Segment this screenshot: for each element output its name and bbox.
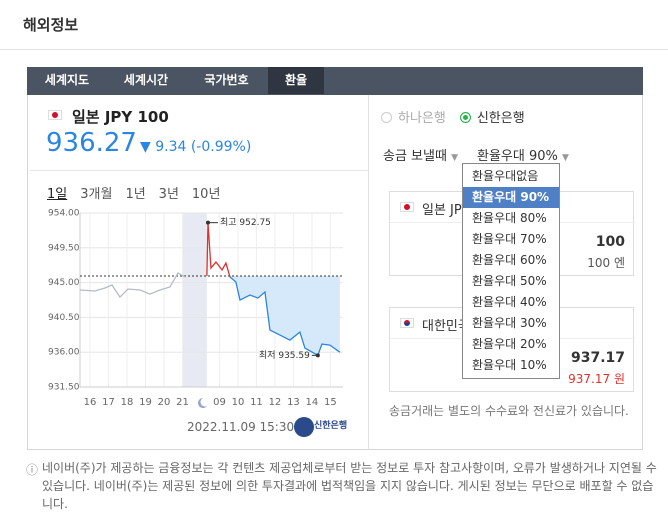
annotation: 최고 952.75 xyxy=(220,217,271,228)
change-value: 9.34 (-0.99%) xyxy=(155,139,252,155)
note: 송금거래는 별도의 수수료와 전신료가 있습니다. xyxy=(389,404,629,418)
from-amount[interactable]: 100 xyxy=(595,234,625,250)
dropdown-option[interactable]: 환율우대 60% xyxy=(472,253,547,267)
send-select[interactable]: 송금 보낼때 ▼ xyxy=(383,149,458,164)
flag-kr xyxy=(400,318,414,328)
line xyxy=(206,222,231,278)
x-tick-label: 09 xyxy=(213,397,226,408)
x-tick-label: 13 xyxy=(287,397,300,408)
info-icon: ⓘ xyxy=(26,463,39,477)
tab[interactable]: 환율 xyxy=(268,67,324,94)
periods: 1일 3개월 1년 3년 10년 xyxy=(47,183,233,202)
radio xyxy=(381,112,392,123)
bank-logo: 신한은행 xyxy=(314,421,348,431)
preference-label: 환율우대 90% xyxy=(477,149,558,164)
dropdown-option[interactable]: 환율우대 20% xyxy=(472,337,547,351)
bank-options: 하나은행 신한은행 xyxy=(381,107,539,126)
area xyxy=(229,276,340,356)
x-tick-label: 16 xyxy=(84,397,97,408)
annotation: 최저 935.59 xyxy=(259,350,310,361)
preference-select[interactable]: 환율우대 90% ▼ xyxy=(477,149,569,164)
period-link[interactable]: 3년 xyxy=(158,187,179,202)
dropdown-option[interactable]: 환율우대 40% xyxy=(472,295,547,309)
period-link[interactable]: 1년 xyxy=(125,187,146,202)
divider xyxy=(0,49,668,50)
dropdown-option[interactable]: 환율우대 80% xyxy=(472,211,547,225)
bank-radio[interactable]: 신한은행 xyxy=(459,111,525,126)
x-tick-label: 10 xyxy=(232,397,245,408)
dropdown-option[interactable]: 환율우대 90% xyxy=(463,187,559,208)
page-title: 해외정보 xyxy=(23,16,79,34)
flag-jp xyxy=(48,110,62,120)
x-tick-label: 12 xyxy=(269,397,282,408)
y-tick-label: 949.50 xyxy=(48,243,80,253)
dropdown-option[interactable]: 환율우대 30% xyxy=(472,316,547,330)
timestamp: 2022.11.09 15:30 xyxy=(187,420,295,434)
tab[interactable]: 세계시간 xyxy=(123,73,169,87)
y-tick-label: 940.50 xyxy=(48,313,80,323)
x-tick-label: 11 xyxy=(250,397,263,408)
night-band xyxy=(183,213,207,387)
send-label: 송금 보낼때 xyxy=(383,149,447,164)
period-link[interactable]: 3개월 xyxy=(80,187,113,202)
to-amount[interactable]: 937.17 xyxy=(570,350,625,366)
dropdown-option[interactable]: 환율우대 10% xyxy=(472,358,547,372)
dropdown-option[interactable]: 환율우대없음 xyxy=(472,169,539,183)
to-unit-amount: 937.17 원 xyxy=(568,372,625,386)
currency-rate: 936.27 xyxy=(46,128,137,158)
radio xyxy=(459,112,471,123)
bank-name: 신한은행 xyxy=(476,111,525,126)
currency-name: 일본 JPY 100 xyxy=(72,108,169,126)
divider xyxy=(30,170,368,171)
x-tick-label: 18 xyxy=(121,397,134,408)
x-tick-label: 21 xyxy=(176,397,189,408)
dropdown-option[interactable]: 환율우대 70% xyxy=(472,232,547,246)
line xyxy=(79,272,186,299)
from-label: 일본 JPY xyxy=(422,203,470,218)
x-tick-label: 19 xyxy=(139,397,152,408)
y-tick-label: 954.00 xyxy=(48,209,80,219)
tab[interactable]: 세계지도 xyxy=(44,73,90,87)
x-tick-label: 15 xyxy=(324,397,337,408)
y-tick-label: 931.50 xyxy=(48,383,80,393)
bank-radio[interactable]: 하나은행 xyxy=(381,111,446,126)
divider xyxy=(368,95,369,450)
night-icon xyxy=(198,398,207,408)
from-unit-amount: 100 엔 xyxy=(587,256,625,270)
flag-jp xyxy=(400,202,414,212)
bank-name: 하나은행 xyxy=(398,111,446,126)
disclaimer: 네이버(주)가 제공하는 금융정보는 각 컨텐츠 제공업체로부터 받는 정보로 … xyxy=(42,461,657,511)
line xyxy=(229,276,341,357)
x-tick-label: 14 xyxy=(306,397,319,408)
x-tick-label: 20 xyxy=(158,397,171,408)
currency-change: ▼ 9.34 (-0.99%) xyxy=(140,139,252,155)
period-link[interactable]: 1일 xyxy=(47,187,68,202)
tab-bar xyxy=(27,67,643,95)
period-link[interactable]: 10년 xyxy=(191,187,221,202)
y-tick-label: 936.00 xyxy=(48,348,80,358)
y-tick-label: 945.00 xyxy=(48,278,80,288)
tab[interactable]: 국가번호 xyxy=(204,73,249,87)
dropdown-option[interactable]: 환율우대 50% xyxy=(472,274,547,288)
x-tick-label: 17 xyxy=(102,397,115,408)
bank-logo-icon xyxy=(294,417,314,437)
